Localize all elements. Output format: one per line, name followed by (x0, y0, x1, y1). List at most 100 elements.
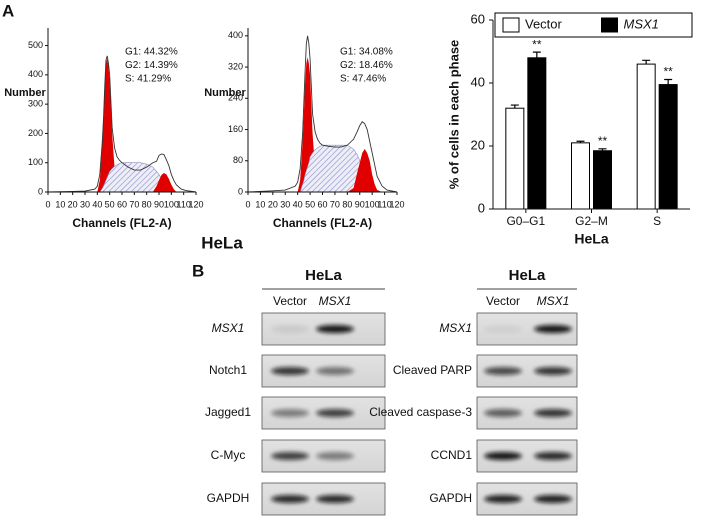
x-tick-label: 110 (176, 199, 190, 209)
row-label: GAPDH (429, 491, 472, 505)
x-tick-label: 50 (105, 199, 115, 209)
band (271, 409, 309, 417)
x-tick-label: 100 (365, 199, 380, 209)
row-label: CCND1 (431, 448, 473, 462)
band (534, 325, 572, 333)
annotation: S: 41.29% (125, 74, 171, 85)
y-tick-label: 400 (28, 69, 43, 79)
row-label: Jagged1 (205, 405, 251, 419)
band (316, 495, 354, 503)
x-tick-label: G2–M (575, 214, 608, 228)
y-tick-label: 0 (38, 186, 43, 196)
annotation: G2: 14.39% (125, 60, 178, 71)
bar (593, 150, 612, 210)
row-label: Cleaved caspase-3 (369, 405, 472, 419)
y-tick-label: 20 (471, 137, 485, 152)
x-tick-label: 40 (92, 199, 102, 209)
area (97, 58, 120, 192)
x-tick-label: 10 (255, 199, 265, 209)
y-tick-label: 300 (28, 99, 43, 109)
annotation: G1: 34.08% (340, 47, 393, 58)
area (297, 57, 321, 193)
error-bar (576, 140, 585, 143)
bar (505, 107, 525, 210)
error-bar (598, 148, 607, 151)
x-tick-label: 120 (188, 199, 203, 209)
annotation: S: 47.46% (340, 74, 386, 85)
line (247, 35, 398, 193)
y-axis-label: % of cells in each phase (446, 40, 461, 190)
error-bar (532, 51, 541, 58)
y-tick-label: 240 (228, 93, 243, 103)
legend-label: Vector (525, 16, 563, 31)
y-tick-label: 60 (471, 11, 485, 26)
x-tick-label: 80 (342, 199, 352, 209)
band (484, 409, 522, 417)
x-axis-label: HeLa (574, 231, 608, 247)
lane-label: Vector (273, 294, 307, 308)
y-tick-label: 500 (28, 40, 43, 50)
x-tick-label: 90 (355, 199, 365, 209)
bar (636, 63, 656, 210)
band (534, 409, 572, 417)
band (316, 452, 354, 460)
lane-label: MSX1 (319, 294, 352, 308)
x-tick-label: G0–G1 (506, 214, 545, 228)
x-tick-label: 20 (268, 199, 278, 209)
band (271, 495, 309, 503)
y-axis-label: Number (4, 87, 46, 99)
x-tick-label: 50 (305, 199, 315, 209)
row-label: Cleaved PARP (393, 363, 472, 377)
x-tick-label: 70 (129, 199, 139, 209)
band (534, 452, 572, 460)
panel-label: B (192, 261, 204, 280)
area (152, 172, 177, 192)
group-label: HeLa (201, 233, 243, 252)
x-tick-label: 60 (317, 199, 327, 209)
significance: ** (598, 134, 608, 148)
annotation: G2: 18.46% (340, 60, 393, 71)
band (316, 325, 354, 333)
x-tick-label: 80 (142, 199, 152, 209)
y-tick-label: 320 (228, 61, 243, 71)
band (316, 367, 354, 375)
significance: ** (532, 37, 542, 51)
band (484, 452, 522, 460)
x-tick-label: 0 (245, 199, 250, 209)
legend-label: MSX1 (624, 16, 659, 31)
lane-label: Vector (486, 294, 520, 308)
y-tick-label: 80 (233, 155, 243, 165)
x-tick-label: 0 (45, 199, 50, 209)
y-tick-label: 400 (228, 30, 243, 40)
x-axis-label: Channels (FL2-A) (72, 216, 171, 230)
panel-label: A (2, 1, 14, 20)
blot-title: HeLa (509, 267, 546, 284)
band (316, 409, 354, 417)
line (47, 55, 197, 193)
x-tick-label: S (653, 214, 661, 228)
x-tick-label: 60 (117, 199, 127, 209)
x-tick-label: 120 (389, 199, 404, 209)
x-tick-label: 20 (68, 199, 78, 209)
y-tick-label: 160 (228, 124, 243, 134)
legend-box (494, 12, 693, 38)
row-label: Notch1 (209, 363, 247, 377)
row-label: C-Myc (211, 448, 246, 462)
x-tick-label: 30 (80, 199, 90, 209)
band (484, 325, 522, 333)
x-axis-label: Channels (FL2-A) (273, 216, 372, 230)
significance: ** (663, 65, 673, 79)
lane-label: MSX1 (537, 294, 570, 308)
legend-swatch (502, 17, 520, 33)
area (347, 149, 383, 192)
bar (571, 142, 590, 210)
x-tick-label: 30 (280, 199, 290, 209)
row-label: MSX1 (212, 321, 245, 335)
band (484, 495, 522, 503)
y-tick-label: 0 (238, 186, 243, 196)
row-label: GAPDH (207, 491, 250, 505)
x-tick-label: 10 (55, 199, 65, 209)
y-axis-label: Number (204, 87, 246, 99)
y-tick-label: 100 (28, 157, 43, 167)
